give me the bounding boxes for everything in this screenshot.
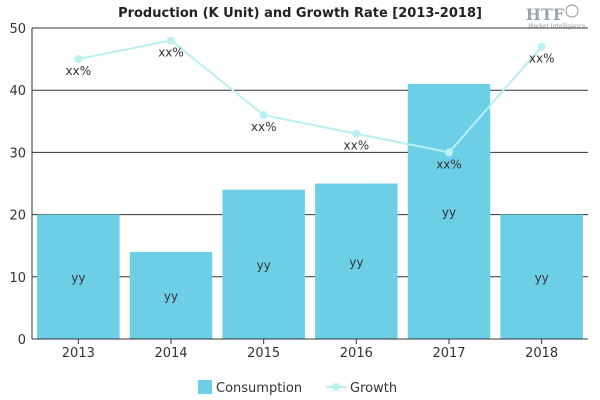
chart-title: Production (K Unit) and Growth Rate [201… [118, 6, 482, 21]
x-tick-label: 2015 [247, 346, 280, 361]
growth-data-label: xx% [529, 52, 555, 66]
bar-data-label: yy [442, 205, 456, 219]
growth-point-2015 [259, 111, 268, 120]
legend: Consumption Growth [198, 380, 397, 396]
bar-consumption-2013 [37, 214, 120, 339]
y-tick-label: 40 [9, 84, 26, 99]
x-tick-label: 2018 [525, 346, 558, 361]
growth-data-label: xx% [66, 64, 92, 78]
x-tick-label: 2017 [432, 346, 465, 361]
y-tick-label: 30 [9, 146, 26, 161]
x-tick-label: 2016 [340, 346, 373, 361]
growth-line-group [74, 36, 546, 157]
y-tick-label: 0 [18, 333, 26, 348]
growth-line [78, 39, 543, 154]
x-tick-label: 2014 [154, 346, 187, 361]
x-tick-label: 2013 [62, 346, 95, 361]
y-tick-label: 20 [9, 209, 26, 224]
growth-point-2016 [352, 129, 361, 138]
growth-data-label: xx% [158, 45, 184, 59]
logo-subtext: Market Intelligence [528, 23, 586, 30]
growth-data-label: xx% [251, 120, 277, 134]
legend-label-growth: Growth [350, 381, 397, 396]
legend-label-consumption: Consumption [216, 381, 302, 396]
bar-consumption-2016 [315, 183, 398, 339]
data-labels: yy yy yy yy yy yy xx% xx% xx% xx% xx% xx% [66, 45, 555, 303]
y-tick-label: 10 [9, 271, 26, 286]
globe-icon [565, 4, 579, 18]
bars [37, 83, 583, 339]
growth-data-label: xx% [436, 157, 462, 171]
legend-swatch-consumption [198, 380, 212, 394]
logo-text: HTF [526, 5, 565, 24]
bar-data-label: yy [164, 289, 178, 303]
bar-consumption-2014 [129, 251, 213, 339]
y-tick-label: 50 [9, 22, 26, 37]
bar-consumption-2017 [407, 83, 491, 339]
growth-point-2014 [167, 36, 175, 45]
bar-consumption-2015 [222, 189, 305, 339]
growth-point-2018 [537, 42, 546, 51]
bar-data-label: yy [71, 271, 85, 285]
growth-data-label: xx% [344, 139, 370, 153]
bar-data-label: yy [257, 258, 271, 272]
bar-data-label: yy [535, 271, 549, 285]
bar-consumption-2018 [500, 214, 583, 339]
growth-point-2017 [445, 148, 453, 157]
logo: HTF Market Intelligence [526, 4, 586, 30]
axes: 0 10 20 30 40 50 2013 2014 2015 2016 2017 2018 [9, 22, 588, 361]
gridlines [32, 27, 588, 278]
bar-data-label: yy [349, 255, 363, 269]
legend-swatch-growth-dot [332, 383, 340, 391]
growth-point-2013 [74, 55, 83, 64]
